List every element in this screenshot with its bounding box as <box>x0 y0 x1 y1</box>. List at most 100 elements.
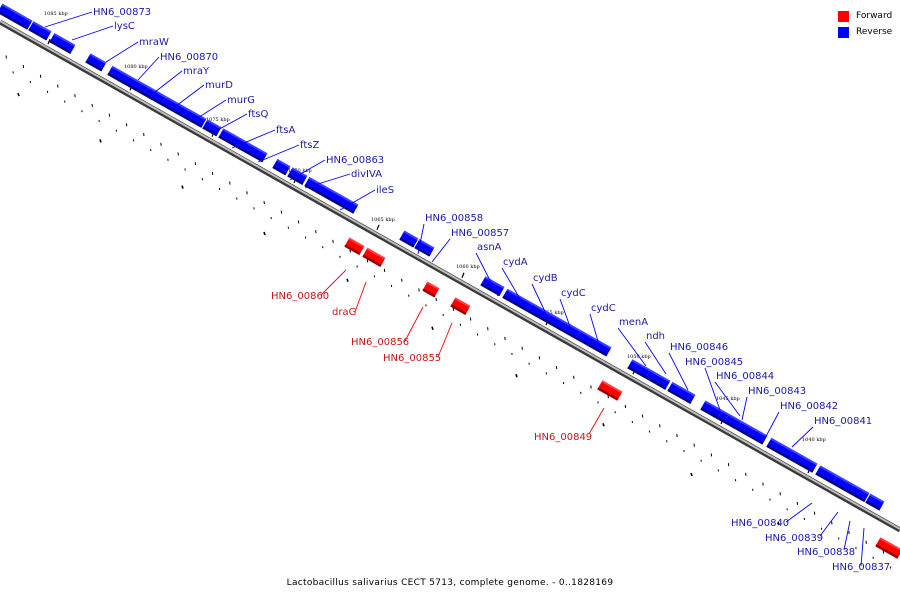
gene-label[interactable]: HN6_00840 <box>731 518 789 529</box>
gene-box-shadow <box>875 544 899 559</box>
major-tick <box>263 231 266 236</box>
gene-box-face <box>545 312 581 339</box>
leader-line <box>231 129 276 149</box>
gene-label[interactable]: HN6_00844 <box>716 371 774 382</box>
gene-box-shadow <box>450 304 467 315</box>
gene-box-highlight <box>89 53 107 65</box>
legend-swatch-reverse <box>838 26 849 38</box>
reverse-gene-box <box>627 359 651 379</box>
gene-label[interactable]: ftsZ <box>300 140 319 151</box>
gene-label[interactable]: menA <box>619 317 648 328</box>
gene-label[interactable]: HN6_00842 <box>780 401 838 412</box>
reverse-gene-box <box>161 96 189 118</box>
gene-label[interactable]: HN6_00870 <box>160 52 218 63</box>
reverse-gene-box <box>832 474 855 494</box>
gene-label[interactable]: HN6_00857 <box>451 228 509 239</box>
gene-label[interactable]: HN6_00860 <box>271 291 329 302</box>
gene-box-face <box>766 437 795 460</box>
gene-label[interactable]: cydB <box>533 273 558 284</box>
gene-box-shadow <box>627 366 647 379</box>
gene-box-shadow <box>502 295 529 312</box>
gene-box-shadow <box>11 18 29 30</box>
gene-box-face <box>399 230 419 248</box>
leader-line <box>213 113 248 133</box>
kbp-label: 1040 kbp <box>802 437 826 443</box>
leader-line <box>531 283 549 319</box>
reverse-gene-box <box>304 176 359 214</box>
gene-box-highlight <box>348 237 365 248</box>
reverse-gene-box <box>849 484 870 503</box>
major-tick <box>17 92 20 97</box>
gene-box-shadow <box>28 28 48 41</box>
gene-label[interactable]: cydC <box>561 288 586 299</box>
gene-label[interactable]: ileS <box>376 185 394 196</box>
reverse-gene-box <box>815 465 838 485</box>
gene-label[interactable]: HN6_00839 <box>765 533 823 544</box>
gene-box-highlight <box>206 119 222 130</box>
reverse-gene-box <box>865 493 885 511</box>
leader-line <box>339 189 376 211</box>
leader-line <box>860 527 865 567</box>
legend: Forward Reverse <box>838 8 892 40</box>
gene-label[interactable]: cydA <box>503 257 528 268</box>
gene-box-face <box>218 128 248 151</box>
gene-box-face <box>875 537 900 559</box>
leader-line <box>644 341 667 375</box>
gene-box-face <box>362 247 386 267</box>
gene-box-shadow <box>667 388 692 404</box>
gene-box-face <box>241 141 268 162</box>
gene-box-shadow <box>736 427 764 445</box>
leader-line <box>71 25 114 41</box>
leader-line <box>714 381 741 417</box>
gene-label[interactable]: HN6_00855 <box>383 353 441 364</box>
reverse-gene-box <box>667 381 696 404</box>
kbp-label: 1065 kbp <box>371 217 395 223</box>
gene-box-highlight <box>579 329 612 350</box>
gene-label[interactable]: HN6_00849 <box>534 432 592 443</box>
gene-box-shadow <box>183 115 203 128</box>
gene-box-highlight <box>770 437 795 453</box>
gene-box-face <box>736 420 768 445</box>
gene-box-highlight <box>704 400 723 412</box>
gene-box-shadow <box>85 60 103 72</box>
gene-box-shadow <box>344 244 361 256</box>
gene-box-face <box>717 410 742 430</box>
gene-label[interactable]: HN6_00843 <box>748 386 806 397</box>
leader-line <box>501 267 527 310</box>
gene-label[interactable]: HN6_00837 <box>832 562 890 573</box>
gene-label[interactable]: HN6_00838 <box>797 547 855 558</box>
gene-label[interactable]: asnA <box>477 242 502 253</box>
gene-label[interactable]: lysC <box>114 21 135 32</box>
gene-label[interactable]: ftsA <box>276 125 295 136</box>
gene-label[interactable]: HN6_00845 <box>685 357 743 368</box>
leader-line <box>354 281 367 313</box>
gene-label[interactable]: HN6_00856 <box>351 337 409 348</box>
gene-label[interactable]: HN6_00858 <box>425 213 483 224</box>
gene-box-face <box>502 288 533 312</box>
map-caption: Lactobacillus salivarius CECT 5713, comp… <box>286 578 614 588</box>
gene-label[interactable]: mraW <box>139 37 169 48</box>
gene-label[interactable]: murG <box>227 95 255 106</box>
gene-label[interactable]: ftsQ <box>248 109 268 120</box>
reverse-gene-box <box>645 369 671 390</box>
gene-box-highlight <box>549 312 581 332</box>
gene-label[interactable]: HN6_00841 <box>814 416 872 427</box>
gene-label[interactable]: murD <box>205 80 233 91</box>
reverse-gene-box <box>527 302 551 323</box>
leader-line <box>843 520 851 551</box>
gene-label[interactable]: HN6_00873 <box>93 7 151 18</box>
gene-label[interactable]: cydC <box>591 303 616 314</box>
gene-label[interactable]: HN6_00863 <box>326 155 384 166</box>
gene-label[interactable]: mraY <box>183 66 210 77</box>
gene-box-face <box>49 32 76 54</box>
gene-label[interactable]: HN6_00846 <box>670 342 728 353</box>
gene-label[interactable]: ndh <box>646 331 665 342</box>
leader-line <box>791 426 814 448</box>
gene-box-face <box>815 465 838 484</box>
gene-box-shadow <box>766 444 791 460</box>
legend-item-reverse[interactable]: Reverse <box>838 24 892 40</box>
gene-label[interactable]: divIVA <box>351 169 382 180</box>
major-tick <box>515 373 518 378</box>
legend-item-forward[interactable]: Forward <box>838 8 892 24</box>
gene-label[interactable]: draG <box>332 307 356 318</box>
